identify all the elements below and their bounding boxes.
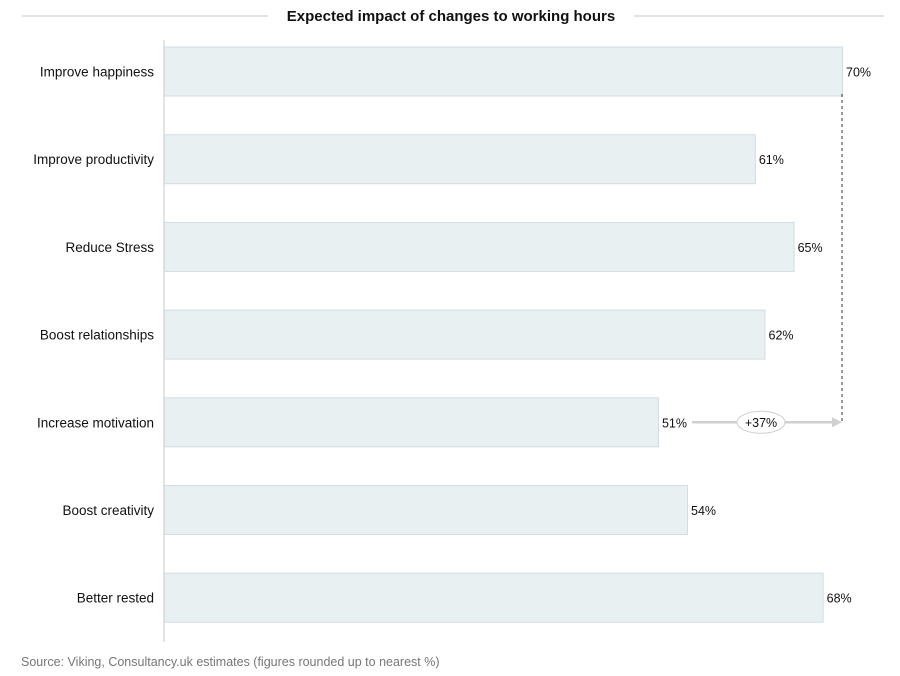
category-label: Reduce Stress bbox=[65, 240, 154, 255]
category-label: Better rested bbox=[77, 591, 154, 606]
bar bbox=[164, 46, 843, 97]
annotation-arrowhead bbox=[832, 417, 842, 428]
bar bbox=[164, 397, 659, 448]
bars-layer: Improve happiness 70% Improve productivity… bbox=[33, 46, 871, 623]
category-label: Boost relationships bbox=[40, 328, 154, 343]
value-label: 68% bbox=[827, 592, 852, 606]
chart-title: Expected impact of changes to working ho… bbox=[287, 8, 615, 25]
category-label: Increase motivation bbox=[37, 415, 154, 430]
value-label: 61% bbox=[759, 153, 784, 167]
annotation-label: +37% bbox=[745, 416, 777, 430]
value-label: 54% bbox=[691, 504, 716, 518]
category-label: Improve happiness bbox=[40, 65, 154, 80]
category-label: Boost creativity bbox=[62, 503, 154, 518]
value-label: 70% bbox=[846, 66, 871, 80]
value-label: 62% bbox=[769, 329, 794, 343]
bar bbox=[164, 134, 756, 185]
value-label: 51% bbox=[662, 416, 687, 430]
category-label: Improve productivity bbox=[33, 152, 154, 167]
value-label: 65% bbox=[798, 241, 823, 255]
comparison-annotation: +37% bbox=[691, 94, 843, 434]
source-note: Source: Viking, Consultancy.uk estimates… bbox=[21, 655, 440, 669]
bar bbox=[164, 221, 795, 272]
bar bbox=[164, 572, 824, 623]
annotation-bubble bbox=[736, 410, 786, 434]
bar bbox=[164, 309, 766, 360]
bar bbox=[164, 485, 689, 535]
